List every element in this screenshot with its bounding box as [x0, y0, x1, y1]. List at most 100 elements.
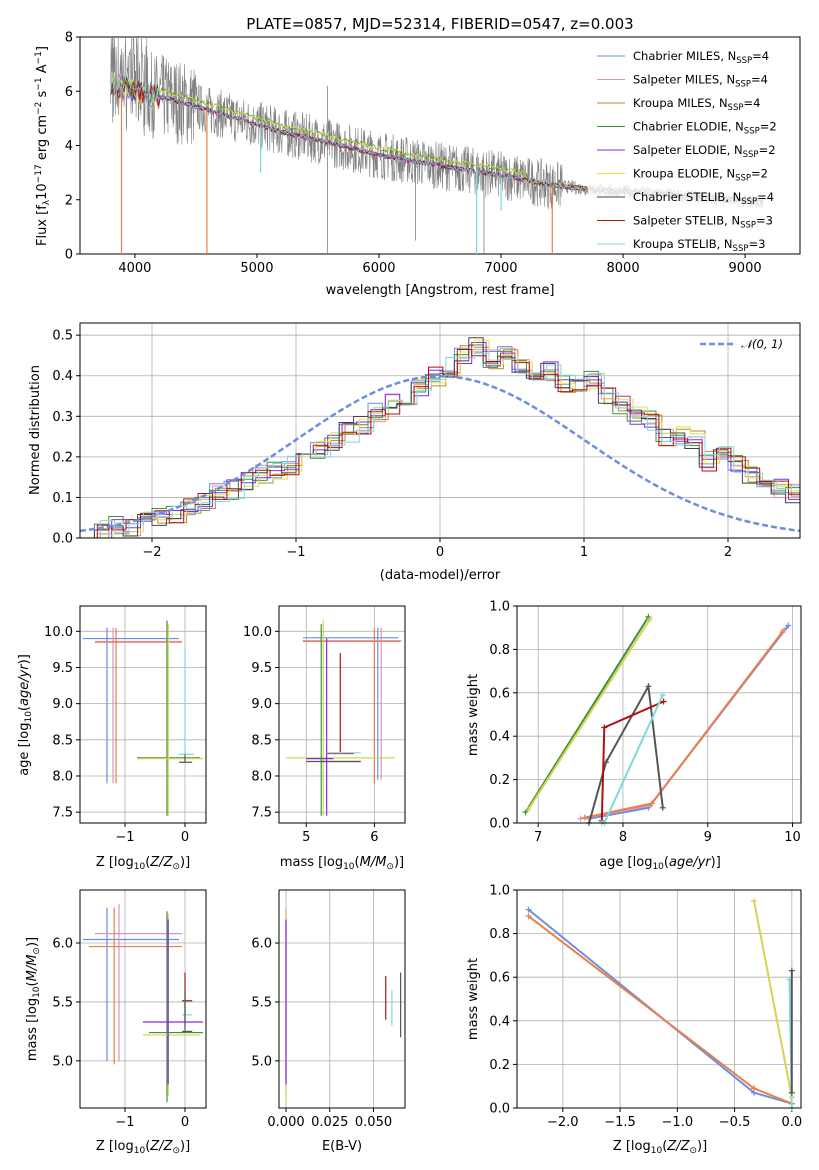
legend-label: Chabrier MILES, NSSP=4 [633, 49, 769, 66]
legend-count: =2 [760, 120, 777, 134]
x-tick-label: 9000 [729, 261, 762, 276]
y-tick-label: 0.0 [52, 532, 73, 547]
x-tick-label: 8000 [607, 261, 640, 276]
legend-label: Chabrier STELIB, NSSP=4 [633, 190, 774, 207]
legend-count: =4 [743, 96, 760, 110]
legend-subscript: SSP [736, 56, 752, 66]
y-tick-label: 0.3 [52, 410, 73, 425]
x-tick-label: 6000 [362, 261, 395, 276]
legend-subscript: SSP [743, 150, 759, 160]
massweight-age-marker [660, 698, 667, 705]
x-tick-label: −1 [286, 545, 305, 560]
y-tick-label: 0.0 [489, 817, 510, 832]
legend-count: =4 [752, 49, 769, 63]
y-tick-label: 6.0 [52, 937, 73, 952]
age-vs-mass-panel: 5 6 7.5 8.0 8.5 9.0 9.5 10.0 mass [log10(M/M⊙)] [243, 605, 406, 872]
massweight-age-line-4 [527, 618, 651, 811]
massweight-vs-Z-panel: −2.0 −1.5 −1.0 −0.5 0.0 0.0 0.2 0.4 0.6 0.8 1.0 ma… [466, 884, 802, 1157]
legend-count: =3 [748, 237, 765, 251]
gaussian-legend-label: 𝒩(0, 1) [741, 337, 783, 351]
legend-label: Kroupa STELIB, NSSP=3 [633, 237, 765, 254]
y-tick-label: 0.8 [489, 643, 510, 658]
spectrum-legend: Chabrier MILES, NSSP=4 Salpeter MILES, NS… [588, 42, 796, 254]
massweight-age-line-2 [584, 631, 784, 819]
massweight-age-marker [601, 724, 608, 731]
massweight-age-marker [659, 804, 666, 811]
residual-legend: 𝒩(0, 1) [700, 337, 783, 351]
x-tick-label: 4000 [118, 261, 151, 276]
legend-subscript: SSP [741, 197, 757, 207]
massweight-Z-marker [788, 967, 795, 974]
legend-label: Salpeter MILES, NSSP=4 [633, 73, 768, 90]
massweight-Z-line-0 [527, 908, 793, 1105]
y-tick-label: 2 [65, 193, 73, 208]
x-tick-label: −1 [115, 1115, 134, 1130]
y-tick-label: 9.0 [52, 697, 73, 712]
residual-panel: −2 −1 0 1 2 0.0 0.1 0.2 0.3 0.4 0.5 (data-model)/e… [28, 322, 801, 583]
legend-subscript: SSP [740, 221, 756, 231]
legend-subscript: SSP [735, 80, 751, 90]
residual-x-label: (data-model)/error [380, 568, 501, 583]
y-tick-label: 9.5 [251, 661, 272, 676]
massweight-vs-age-y-label: mass weight [466, 674, 481, 756]
spectrum-y-label: Flux [fλ10−17 erg cm−2 s−1 A−1] [34, 46, 52, 246]
y-tick-label: 4 [65, 139, 73, 154]
gaussian-curve [79, 374, 801, 533]
y-tick-label: 0 [65, 248, 73, 263]
massweight-age-marker [659, 691, 666, 698]
residual-y-label: Normed distribution [28, 365, 43, 495]
y-tick-label: 8.5 [251, 733, 272, 748]
massweight-age-marker [645, 683, 652, 690]
mass-vs-ebv-panel: 0.000 0.025 0.050 5.0 5.5 6.0 E(B-V) [251, 889, 406, 1154]
legend-label: Chabrier ELODIE, NSSP=2 [633, 120, 777, 137]
massweight-age-marker [779, 629, 786, 636]
massweight-vs-Z-y-label: mass weight [466, 958, 481, 1040]
y-tick-label: 0.2 [489, 1058, 510, 1073]
y-tick-label: 9.0 [251, 697, 272, 712]
y-tick-label: 0.2 [489, 773, 510, 788]
y-tick-label: 10.0 [243, 625, 272, 640]
x-tick-label: 0.000 [267, 1115, 304, 1130]
massweight-Z-line-1 [527, 915, 793, 1105]
legend-label: Salpeter ELODIE, NSSP=2 [633, 143, 776, 160]
legend-count: =4 [757, 190, 774, 204]
histogram-step-8 [85, 352, 800, 539]
y-tick-label: 0.4 [489, 730, 510, 745]
y-tick-label: 6.0 [251, 937, 272, 952]
y-tick-label: 0.4 [489, 1014, 510, 1029]
x-tick-label: −2 [142, 545, 161, 560]
x-tick-label: −0.5 [719, 1115, 751, 1130]
massweight-age-marker [581, 814, 588, 821]
massweight-Z-marker [751, 897, 758, 904]
massweight-Z-marker [788, 1089, 795, 1096]
y-tick-label: 8.5 [52, 733, 73, 748]
y-tick-label: 1.0 [489, 884, 510, 899]
massweight-Z-marker [525, 906, 532, 913]
y-tick-label: 8.0 [52, 769, 73, 784]
legend-count: =2 [751, 167, 768, 181]
legend-subscript: SSP [733, 244, 749, 254]
mass-vs-Z-x-label: Z [log10(Z/Z⊙)] [96, 1139, 190, 1156]
y-tick-label: 10.0 [44, 625, 73, 640]
massweight-vs-age-x-label: age [log10(age/yr)] [599, 855, 721, 872]
y-tick-label: 9.5 [52, 661, 73, 676]
y-tick-label: 1.0 [489, 600, 510, 615]
x-tick-label: 7 [534, 830, 542, 845]
y-tick-label: 5.5 [251, 995, 272, 1010]
massweight-age-marker [647, 616, 654, 623]
mass-vs-Z-panel: −1 0 5.0 5.5 6.0 mass [log10(M/M⊙)] Z [log10… [25, 889, 207, 1156]
mass-vs-Z-y-label: mass [log10(M/M⊙)] [25, 937, 42, 1061]
y-tick-label: 7.5 [52, 806, 73, 821]
y-tick-label: 7.5 [251, 806, 272, 821]
spectrum-x-label: wavelength [Angstrom, rest frame] [326, 283, 555, 298]
age-vs-Z-y-label: age [log10(age/yr)] [17, 654, 34, 776]
chart-title: PLATE=0857, MJD=52314, FIBERID=0547, z=0… [246, 15, 633, 33]
y-tick-label: 0.8 [489, 927, 510, 942]
x-tick-label: 2 [724, 545, 732, 560]
residual-frame [79, 322, 801, 539]
age-vs-Z-panel: −1 0 7.5 8.0 8.5 9.0 9.5 10.0 age [log10(age/yr… [17, 605, 207, 872]
y-tick-label: 0.1 [52, 491, 73, 506]
x-tick-label: −1 [115, 830, 134, 845]
massweight-age-marker [785, 622, 792, 629]
